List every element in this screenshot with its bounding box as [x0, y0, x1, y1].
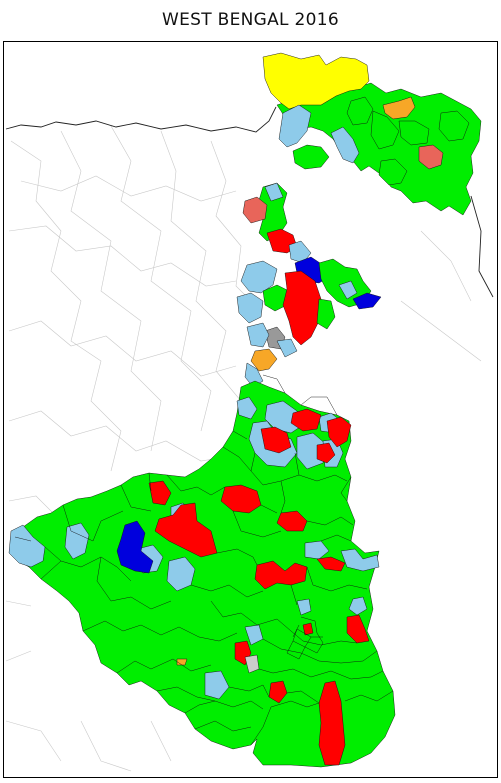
central-corridor-region[interactable]	[236, 182, 382, 388]
south-bengal-region[interactable]	[8, 374, 396, 768]
neighbour-boundaries	[5, 125, 482, 772]
north-bengal-region[interactable]	[262, 52, 482, 216]
map-title: WEST BENGAL 2016	[162, 10, 339, 30]
east-border	[470, 195, 494, 298]
map-canvas[interactable]	[4, 42, 498, 778]
map-frame[interactable]	[3, 41, 498, 778]
international-border	[5, 106, 277, 133]
darjeeling-hills	[262, 52, 370, 110]
